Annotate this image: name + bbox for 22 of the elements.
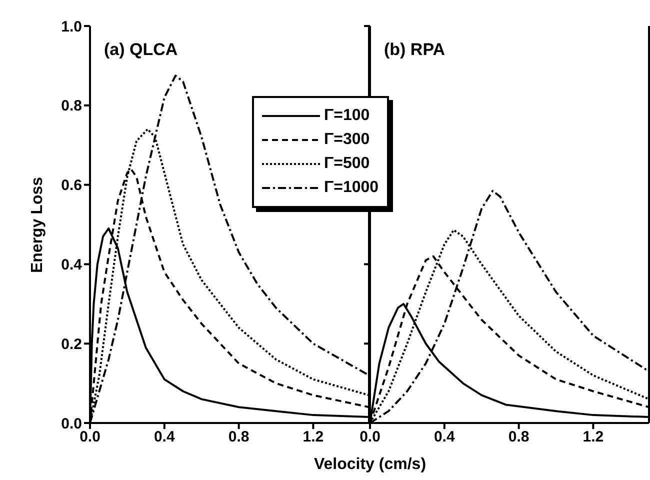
x-tick-label: 0.0 [80,428,100,446]
text: (b) RPA [384,40,446,60]
legend-label: Γ=100 [324,107,370,125]
y-axis-title: Energy Loss [29,176,47,273]
x-tick-label: 1.2 [302,428,324,446]
y-tick-label: 0.0 [61,415,82,432]
y-tick-label: 0.2 [61,336,82,353]
y-tick-label: 1.0 [61,18,82,36]
x-tick-label: 0.4 [154,428,176,446]
y-tick-label: 0.4 [61,256,83,274]
x-tick-label: 0.8 [228,428,250,446]
legend-label: Γ=300 [324,131,370,149]
x-tick-label: 1.2 [582,428,604,446]
y-tick-label: 0.8 [61,98,82,115]
legend-label: Γ=500 [324,155,370,173]
x-tick-label: 0.8 [508,428,530,446]
x-tick-label: 0.4 [434,428,456,446]
x-axis-title: Velocity (cm/s) [312,456,428,474]
y-tick-label: 0.6 [61,177,82,194]
legend-label: Γ=1000 [324,179,379,197]
text: (a) QLCA [104,40,178,60]
x-tick-label: 0.0 [360,428,380,446]
